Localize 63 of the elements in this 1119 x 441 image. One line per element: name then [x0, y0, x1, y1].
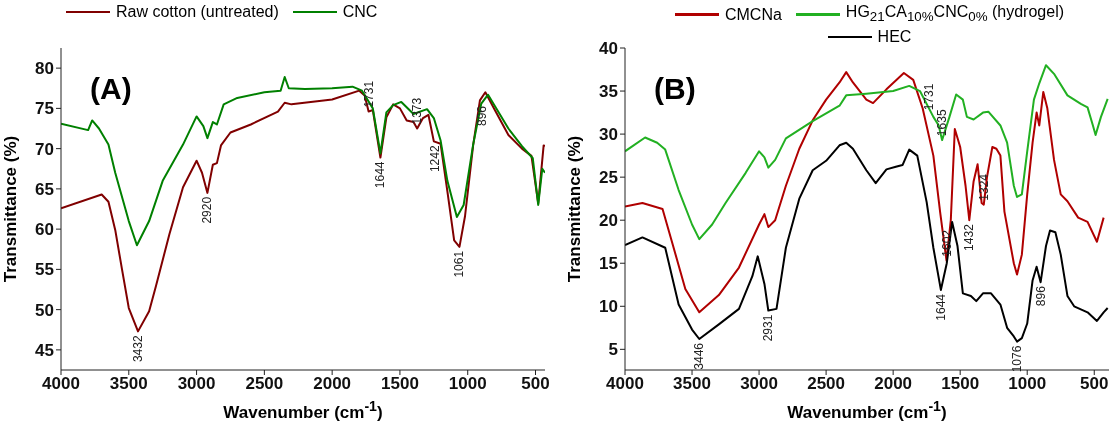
y-tick-label: 50	[35, 300, 54, 320]
y-tick-label: 55	[35, 260, 54, 280]
annotation: 1242	[427, 145, 442, 173]
annotation: 1061	[452, 250, 467, 278]
y-tick-label: 5	[608, 340, 618, 360]
x-axis-title: Wavenumber (cm$^{-1}$)	[786, 398, 948, 423]
annotation: 3432	[131, 335, 146, 363]
x-tick-label: 1500	[381, 374, 419, 394]
annotation: 1644	[373, 161, 388, 189]
annotation: (A)	[90, 72, 132, 106]
legend-label: Raw cotton (untreated)	[116, 2, 279, 22]
x-tick-label: 2500	[807, 374, 846, 394]
annotation: 1731	[922, 83, 937, 111]
annotation: 1076	[1010, 345, 1025, 373]
x-tick-label: 1000	[448, 374, 487, 394]
x-tick-label: 1500	[941, 374, 980, 394]
y-tick-label: 60	[35, 220, 54, 240]
x-tick-label: 2000	[874, 374, 913, 394]
y-tick-label: 40	[599, 39, 618, 59]
y-tick-label: 10	[599, 297, 618, 317]
legend-label: CMCNa	[724, 4, 782, 25]
y-tick-label: 80	[35, 59, 54, 79]
legend-label: CNC	[342, 2, 378, 22]
x-axis-title: Wavenumber (cm$^{-1}$)	[222, 398, 384, 423]
annotation: 1432	[962, 223, 977, 251]
y-tick-label: 30	[599, 125, 618, 145]
x-tick-label: 4000	[606, 374, 644, 394]
line-series	[61, 75, 545, 247]
y-tick-label: 15	[599, 254, 618, 274]
y-tick-label: 25	[599, 168, 618, 188]
x-tick-label: 2000	[313, 374, 352, 394]
annotation: (B)	[654, 72, 696, 106]
x-tick-label: 3500	[109, 374, 148, 394]
annotation: 1644	[933, 293, 948, 321]
x-tick-label: 3000	[177, 374, 216, 394]
y-tick-label: 20	[599, 211, 618, 231]
y-tick-label: 70	[35, 139, 54, 159]
annotation: 1602	[939, 229, 954, 257]
annotation: 896	[1034, 285, 1049, 307]
y-tick-label: 45	[35, 340, 54, 360]
y-axis-title: Transmittance (%)	[1, 135, 21, 283]
x-tick-label: 2500	[245, 374, 284, 394]
line-series	[625, 141, 1109, 343]
legend-label: HG$_{21}$CA$_{10%}$CNC$_{0%}$ (hydrogel)	[845, 2, 1065, 27]
y-axis-title: Transmittance (%)	[565, 135, 585, 283]
annotation: 1731	[361, 80, 376, 108]
y-tick-label: 65	[35, 179, 54, 199]
annotation: 2920	[200, 196, 215, 224]
annotation: 896	[474, 105, 489, 126]
annotation: 1635	[935, 109, 950, 137]
y-tick-label: 35	[599, 82, 618, 102]
x-tick-label: 500	[1080, 374, 1109, 394]
y-tick-label: 75	[35, 99, 54, 119]
annotation: 2931	[761, 314, 776, 342]
annotation: 1373	[410, 97, 425, 125]
annotation: 3446	[692, 342, 707, 370]
annotation: 1324	[976, 173, 991, 201]
x-tick-label: 500	[521, 374, 550, 394]
legend-label: HEC	[877, 27, 912, 48]
x-tick-label: 1000	[1008, 374, 1047, 394]
x-tick-label: 3000	[740, 374, 778, 394]
x-tick-label: 4000	[42, 374, 80, 394]
x-tick-label: 3500	[673, 374, 711, 394]
